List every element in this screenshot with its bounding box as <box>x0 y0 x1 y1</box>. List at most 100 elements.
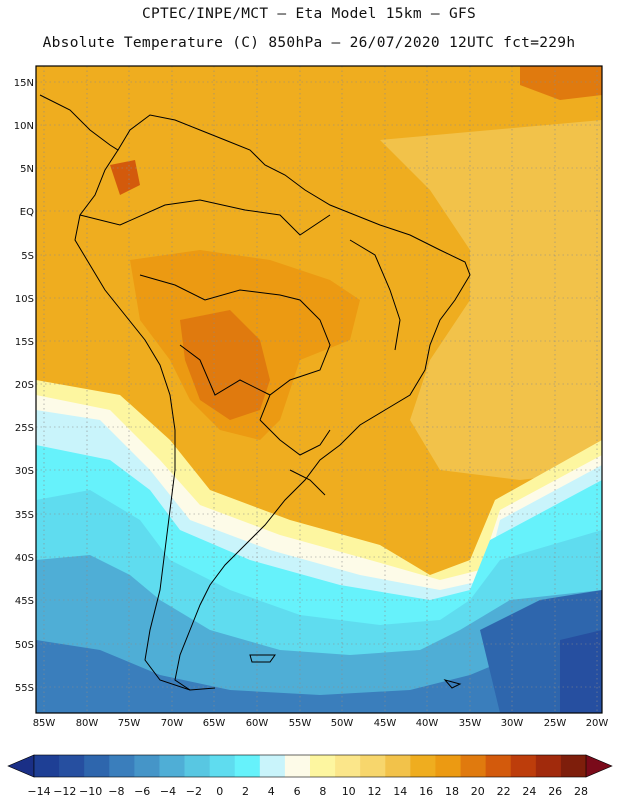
lat-label: 30S <box>15 466 34 477</box>
atlantic-coastline <box>39 94 471 691</box>
lon-label: 50W <box>331 718 354 729</box>
border-bolivia <box>179 344 271 396</box>
lat-label: 20S <box>15 380 34 391</box>
border-brazil-states <box>349 239 401 351</box>
lat-label: 55S <box>15 683 34 694</box>
colorbar-swatch <box>159 755 185 777</box>
falklands <box>443 679 462 689</box>
border-uruguay <box>289 469 326 496</box>
border-paraguay <box>259 419 331 456</box>
lon-label: 60W <box>246 718 269 729</box>
lon-label: 85W <box>33 718 56 729</box>
colorbar-tick-label: −14 <box>27 785 50 798</box>
colorbar-swatch <box>209 755 236 777</box>
lat-label: 25S <box>15 423 34 434</box>
colorbar-swatch <box>84 755 110 777</box>
colorbar-swatch <box>184 755 211 777</box>
colorbar-tick-label: 2 <box>242 785 249 798</box>
colorbar-arrow-low <box>7 754 35 778</box>
band-m4c <box>36 555 602 713</box>
colorbar-tick-label: 12 <box>368 785 382 798</box>
island-south <box>249 654 276 663</box>
border-north <box>79 199 331 236</box>
lon-label: 55W <box>289 718 312 729</box>
lon-label: 65W <box>203 718 226 729</box>
colorbar-swatch <box>485 755 512 777</box>
lat-label: 40S <box>15 553 34 564</box>
colorbar-tick-label: 6 <box>294 785 301 798</box>
lon-label: 35W <box>459 718 482 729</box>
colorbar-tick-label: 28 <box>574 785 588 798</box>
colorbar-tick-label: 20 <box>471 785 485 798</box>
lon-label: 20W <box>586 718 609 729</box>
colorbar-tick-label: 26 <box>548 785 562 798</box>
colorbar-tick-label: −10 <box>79 785 102 798</box>
colorbar-tick-label: −4 <box>160 785 176 798</box>
colorbar-swatch <box>510 755 537 777</box>
colorbar-swatch <box>385 755 411 777</box>
continent-hot-core <box>180 310 270 420</box>
hot-corner-ne <box>520 66 602 100</box>
colorbar-tick-label: 22 <box>497 785 511 798</box>
colombia-hot-spot <box>110 160 140 195</box>
colorbar-tick-label: −8 <box>108 785 124 798</box>
colorbar-swatch <box>259 755 286 777</box>
lon-label: 45W <box>374 718 397 729</box>
lat-label: 35S <box>15 510 34 521</box>
colorbar-swatch <box>435 755 461 777</box>
colorbar-labels: −14 −12 −10 −8 −6 −4 −2 0 2 4 6 8 10 12 14 16 18 20 22 24 26… <box>27 785 588 798</box>
colorbar-tick-label: −2 <box>186 785 202 798</box>
colorbar-swatch <box>34 755 60 777</box>
colorbar-swatch <box>360 755 386 777</box>
colorbar-tick-label: 16 <box>419 785 433 798</box>
colorbar-arrow-high <box>585 754 613 778</box>
lat-label: 5S <box>21 251 34 262</box>
colorbar-swatch <box>284 755 311 777</box>
border-central <box>139 274 331 421</box>
colorbar-tick-label: −6 <box>134 785 150 798</box>
lat-label: 50S <box>15 640 34 651</box>
colorbar-tick-label: −12 <box>53 785 76 798</box>
lon-label: 75W <box>118 718 141 729</box>
lat-label: 10N <box>14 121 34 132</box>
colorbar-swatch <box>560 755 587 777</box>
lat-label: 10S <box>15 294 34 305</box>
colorbar-swatches <box>33 754 587 778</box>
colorbar-tick-label: 8 <box>319 785 326 798</box>
lat-label: 15N <box>14 78 34 89</box>
colorbar-swatch <box>335 755 361 777</box>
colorbar-tick-label: 4 <box>268 785 275 798</box>
colorbar-tick-label: 18 <box>445 785 459 798</box>
colorbar-tick-label: 0 <box>216 785 223 798</box>
lon-label: 80W <box>76 718 99 729</box>
temperature-field <box>36 66 602 713</box>
lat-label: 15S <box>15 337 34 348</box>
colorbar-swatch <box>59 755 85 777</box>
lat-label: 5N <box>20 164 34 175</box>
atlantic-warm-band <box>380 120 602 480</box>
colorbar-swatch <box>109 755 135 777</box>
coastlines <box>39 94 471 691</box>
colorbar-swatch <box>234 755 261 777</box>
colorbar-swatch <box>410 755 436 777</box>
colorbar-tick-label: 14 <box>393 785 407 798</box>
colorbar-swatch <box>460 755 487 777</box>
lon-label: 70W <box>161 718 184 729</box>
colorbar-tick-label: 24 <box>522 785 536 798</box>
band-m12c <box>560 630 602 713</box>
colorbar-swatch <box>310 755 336 777</box>
lat-label: EQ <box>20 207 34 218</box>
colorbar: −14 −12 −10 −8 −6 −4 −2 0 2 4 6 8 10 12 14 16 18 20 22 24 26… <box>7 754 613 798</box>
pacific-coastline <box>74 149 191 691</box>
lat-label: 45S <box>15 596 34 607</box>
map-frame <box>35 65 603 714</box>
colorbar-swatch <box>535 755 562 777</box>
colorbar-outline <box>33 754 587 778</box>
lon-label: 30W <box>501 718 524 729</box>
map-title-line1: CPTEC/INPE/MCT – Eta Model 15km – GFS <box>141 6 477 22</box>
map-title-line2: Absolute Temperature (C) 850hPa – 26/07/… <box>42 35 576 51</box>
band-m8c <box>36 640 602 713</box>
colorbar-swatch <box>134 755 160 777</box>
lon-label: 40W <box>416 718 439 729</box>
